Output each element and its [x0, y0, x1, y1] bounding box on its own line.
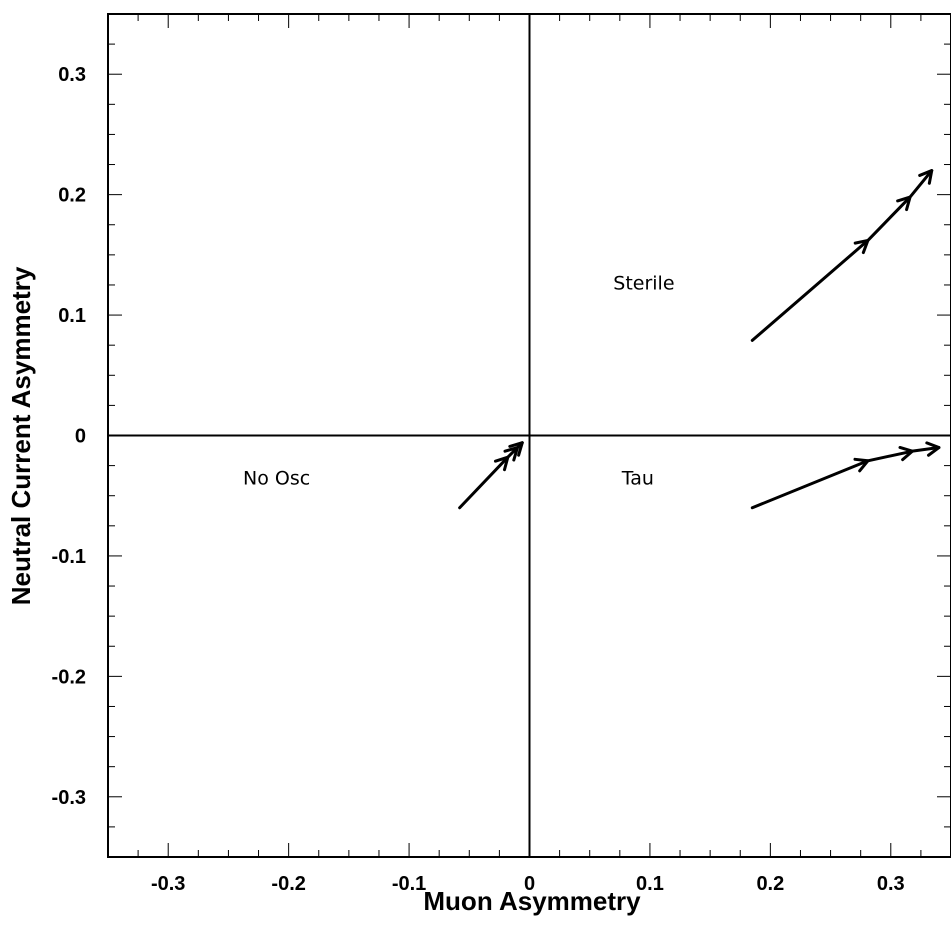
y-axis-title: Neutral Current Asymmetry [6, 266, 36, 605]
series-line [750, 169, 934, 342]
x-tick-label: -0.2 [271, 873, 305, 895]
y-tick-label: 0 [75, 426, 86, 448]
zero-lines [108, 14, 951, 857]
y-tick-label: -0.2 [52, 666, 86, 688]
arrowhead [853, 457, 870, 473]
y-tick-label: -0.1 [52, 546, 86, 568]
arrowhead [896, 195, 912, 212]
x-tick-label: 0.1 [636, 873, 664, 895]
region-label: Tau [621, 468, 654, 490]
arrowhead [898, 445, 914, 462]
y-tick-label: 0.2 [58, 185, 86, 207]
x-tick-label: 0.3 [877, 873, 905, 895]
series-line [750, 446, 941, 510]
region-label: Sterile [613, 273, 674, 295]
y-tick-label: 0.3 [58, 64, 86, 86]
x-tick-label: 0.2 [756, 873, 784, 895]
arrowhead [853, 238, 870, 255]
arrowhead [925, 441, 941, 457]
region-label: No Osc [243, 468, 310, 490]
arrowhead [503, 446, 519, 462]
annotations: No Osc Sterile Tau [243, 273, 675, 490]
x-tick-label: -0.3 [151, 873, 185, 895]
x-tick-labels: -0.3 -0.2 -0.1 0 0.1 0.2 0.3 [151, 873, 905, 895]
y-tick-label: 0.1 [58, 305, 86, 327]
series-group [458, 169, 941, 510]
x-tick-label: 0 [524, 873, 535, 895]
y-tick-labels: -0.3 -0.2 -0.1 0 0.1 0.2 0.3 [52, 64, 86, 809]
x-axis-title: Muon Asymmetry [423, 886, 641, 916]
arrowhead [918, 169, 934, 185]
arrowhead [508, 441, 524, 457]
y-tick-label: -0.3 [52, 787, 86, 809]
arrowhead [493, 455, 510, 472]
x-tick-label: -0.1 [392, 873, 426, 895]
series-line [458, 441, 524, 510]
